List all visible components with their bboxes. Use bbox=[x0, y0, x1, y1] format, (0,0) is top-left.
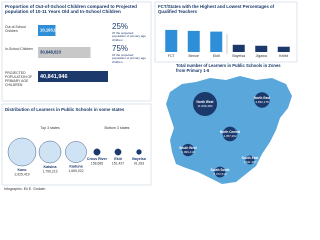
state-value: 151,437 bbox=[112, 162, 124, 166]
bar bbox=[210, 31, 223, 52]
bar-value: 10,193,918 bbox=[40, 28, 62, 33]
category-label: Jigawa bbox=[256, 54, 267, 58]
zone-bubble bbox=[214, 166, 226, 178]
panel-title: Distribution of Learners in Public Schoo… bbox=[5, 107, 125, 112]
zone-value: 2,372,519 bbox=[213, 172, 227, 176]
zone-value: 4,832,178 bbox=[255, 100, 269, 104]
state-name: Cross River bbox=[87, 157, 108, 161]
state-bubble bbox=[38, 140, 62, 164]
zone-bubble bbox=[193, 92, 217, 116]
state-name: Ekiti bbox=[114, 157, 122, 161]
zone-name: South West bbox=[179, 146, 197, 150]
row-label: PROJECTED POPULATION OF PRIMARY AGE CHIL… bbox=[5, 71, 33, 87]
infographic: 10,193,918 25% 30,648,023 75% 40,841,946 FCT B… bbox=[1, 1, 298, 191]
state-value: 158,685 bbox=[91, 162, 103, 166]
zone-bubble bbox=[254, 92, 270, 108]
state-bubble bbox=[7, 137, 37, 167]
category-label: Benue bbox=[189, 54, 199, 58]
footer: Infographic: Eli E. Godwin bbox=[4, 187, 46, 191]
bar-value: 30,648,023 bbox=[40, 50, 62, 55]
state-name: Kano bbox=[18, 168, 28, 172]
group-label: Top 3 states bbox=[40, 126, 60, 130]
bar bbox=[38, 25, 56, 36]
state-value: 91,283 bbox=[134, 161, 144, 165]
bar bbox=[38, 71, 108, 82]
percent-caption: Of the projected population of primary a… bbox=[112, 31, 146, 42]
category-label: Ekiti bbox=[213, 54, 220, 58]
bar-value: 40,841,946 bbox=[40, 74, 68, 80]
state-name: Bayelsa bbox=[132, 157, 147, 161]
state-bubble bbox=[136, 149, 142, 155]
state-name: Katsina bbox=[44, 165, 58, 169]
bar bbox=[277, 46, 290, 52]
bar bbox=[187, 30, 200, 52]
panel bbox=[154, 1, 298, 63]
zone-value: 3,096,419 bbox=[181, 150, 195, 154]
percent: 75% bbox=[112, 44, 128, 53]
panel-title: Proportion of Out-of-School Children com… bbox=[5, 4, 137, 15]
state-bubble bbox=[114, 148, 122, 156]
category-label: FCT bbox=[168, 54, 176, 58]
zone-value: 1,611,367 bbox=[243, 160, 256, 164]
zone-name: South East bbox=[242, 156, 260, 160]
group-label: Bottom 3 states bbox=[105, 126, 130, 130]
percent: 25% bbox=[112, 22, 128, 31]
bar bbox=[232, 44, 245, 52]
state-bubble bbox=[65, 141, 87, 163]
state-name: Kaduna bbox=[69, 165, 83, 169]
bar bbox=[38, 47, 91, 58]
zone-name: North Central bbox=[220, 130, 240, 134]
row-label: In-School Children bbox=[5, 47, 33, 51]
zone-bubble bbox=[245, 155, 255, 165]
zone-bubble bbox=[181, 143, 195, 157]
state-bubble bbox=[93, 148, 101, 156]
row-label: Out-of-School Children bbox=[5, 25, 26, 33]
panel bbox=[1, 1, 152, 102]
bar bbox=[255, 45, 268, 52]
zone-value: 4,357,262 bbox=[223, 134, 237, 138]
panel bbox=[1, 103, 152, 186]
state-value: 1,669,022 bbox=[68, 169, 83, 173]
zone-name: North East bbox=[254, 96, 271, 100]
state-value: 2,925,419 bbox=[14, 172, 29, 176]
bar bbox=[165, 29, 178, 52]
map-title: Total number of Learners in Public Schoo… bbox=[176, 63, 281, 73]
zone-name: North West bbox=[197, 100, 215, 104]
zone-name: South South bbox=[211, 168, 230, 172]
zone-value: 11,696,480 bbox=[198, 104, 213, 108]
zone-bubble bbox=[222, 126, 238, 142]
panel-title: FCT/States with the Highest and Lowest P… bbox=[158, 4, 275, 15]
state-value: 1,799,213 bbox=[42, 169, 57, 173]
category-label: Bayelsa bbox=[232, 54, 245, 58]
canvas: 10,193,918 25% 30,648,023 75% 40,841,946 FCT B… bbox=[1, 1, 298, 186]
percent-caption: Of the projected population of primary a… bbox=[112, 53, 146, 64]
category-label: Kebbi bbox=[279, 54, 288, 58]
